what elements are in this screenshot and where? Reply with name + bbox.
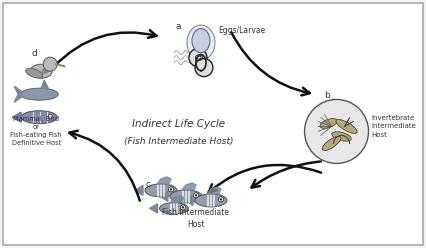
Circle shape [305,99,368,163]
Text: Indirect Life Cycle: Indirect Life Cycle [132,119,225,129]
Text: d: d [32,49,37,58]
FancyBboxPatch shape [3,3,423,245]
Text: a: a [175,22,181,31]
Circle shape [195,59,213,77]
Ellipse shape [187,25,215,60]
Ellipse shape [170,190,202,203]
Ellipse shape [322,136,341,151]
Ellipse shape [160,203,188,214]
Polygon shape [185,195,193,205]
Ellipse shape [195,194,227,207]
Polygon shape [135,186,143,195]
Text: Fish Intermediate
Host: Fish Intermediate Host [162,208,230,229]
Ellipse shape [192,29,210,53]
Ellipse shape [332,132,351,141]
Text: b: b [324,91,329,100]
Ellipse shape [26,68,43,78]
Text: Mammal, Bird
or
Fish-eating Fish
Definitive Host: Mammal, Bird or Fish-eating Fish Definit… [11,116,62,146]
Polygon shape [170,196,184,203]
Circle shape [189,49,207,67]
Ellipse shape [320,119,337,128]
Circle shape [195,194,197,197]
Text: Invertebrate
Intermediate
Host: Invertebrate Intermediate Host [371,115,417,138]
Text: c: c [145,180,150,189]
Ellipse shape [21,111,57,124]
Circle shape [181,205,185,210]
Polygon shape [182,183,196,190]
Polygon shape [207,187,221,194]
Circle shape [168,187,173,192]
Polygon shape [14,86,21,102]
Circle shape [170,188,172,191]
Circle shape [43,57,57,71]
Polygon shape [41,80,48,88]
Text: Eggs/Larvae: Eggs/Larvae [218,26,265,35]
Polygon shape [150,204,158,213]
Circle shape [193,193,199,198]
Circle shape [219,197,224,202]
Ellipse shape [20,88,58,100]
Polygon shape [160,191,168,201]
Circle shape [182,206,184,209]
Circle shape [220,198,222,201]
Ellipse shape [336,120,357,133]
Text: (Fish Intermediate Host): (Fish Intermediate Host) [124,137,234,146]
Polygon shape [157,177,171,184]
Polygon shape [12,112,21,122]
Ellipse shape [30,64,52,78]
Circle shape [48,114,52,118]
Ellipse shape [145,184,177,197]
